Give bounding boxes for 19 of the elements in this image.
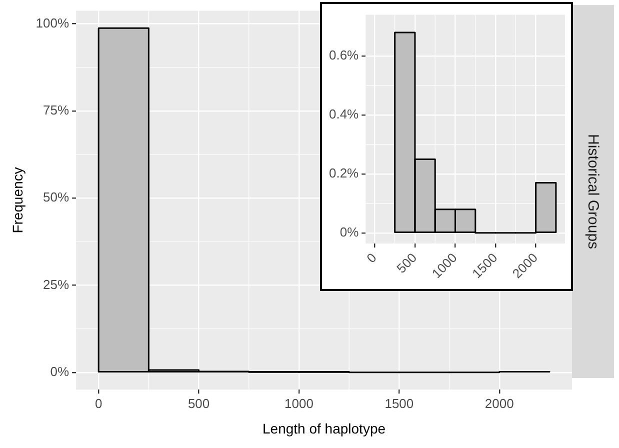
x-axis-title: Length of haplotype xyxy=(262,420,386,436)
y-tick-label: 50% xyxy=(43,190,70,205)
y-tick-label: 75% xyxy=(43,102,70,118)
y-tick-label: 0.6% xyxy=(328,48,360,63)
y-tick-label: 25% xyxy=(43,276,70,292)
x-tick-label: 500 xyxy=(188,396,210,411)
x-tick-label: 1000 xyxy=(284,396,314,411)
x-tick-label: 1500 xyxy=(384,396,414,411)
y-tick-label: 0.4% xyxy=(328,106,360,122)
y-tick-label: 0% xyxy=(50,364,70,379)
x-tick-label: 0 xyxy=(364,250,380,266)
x-tick-label: 2000 xyxy=(484,396,514,411)
x-tick-label: 500 xyxy=(394,250,420,276)
text: Historical Groups xyxy=(584,134,602,250)
y-tick-label: 0.2% xyxy=(328,166,360,181)
y-tick-label: 100% xyxy=(36,15,70,30)
y-axis-title: Frequency xyxy=(9,167,26,234)
y-tick-label: 0% xyxy=(340,224,360,240)
x-tick-label: 0 xyxy=(94,396,102,411)
